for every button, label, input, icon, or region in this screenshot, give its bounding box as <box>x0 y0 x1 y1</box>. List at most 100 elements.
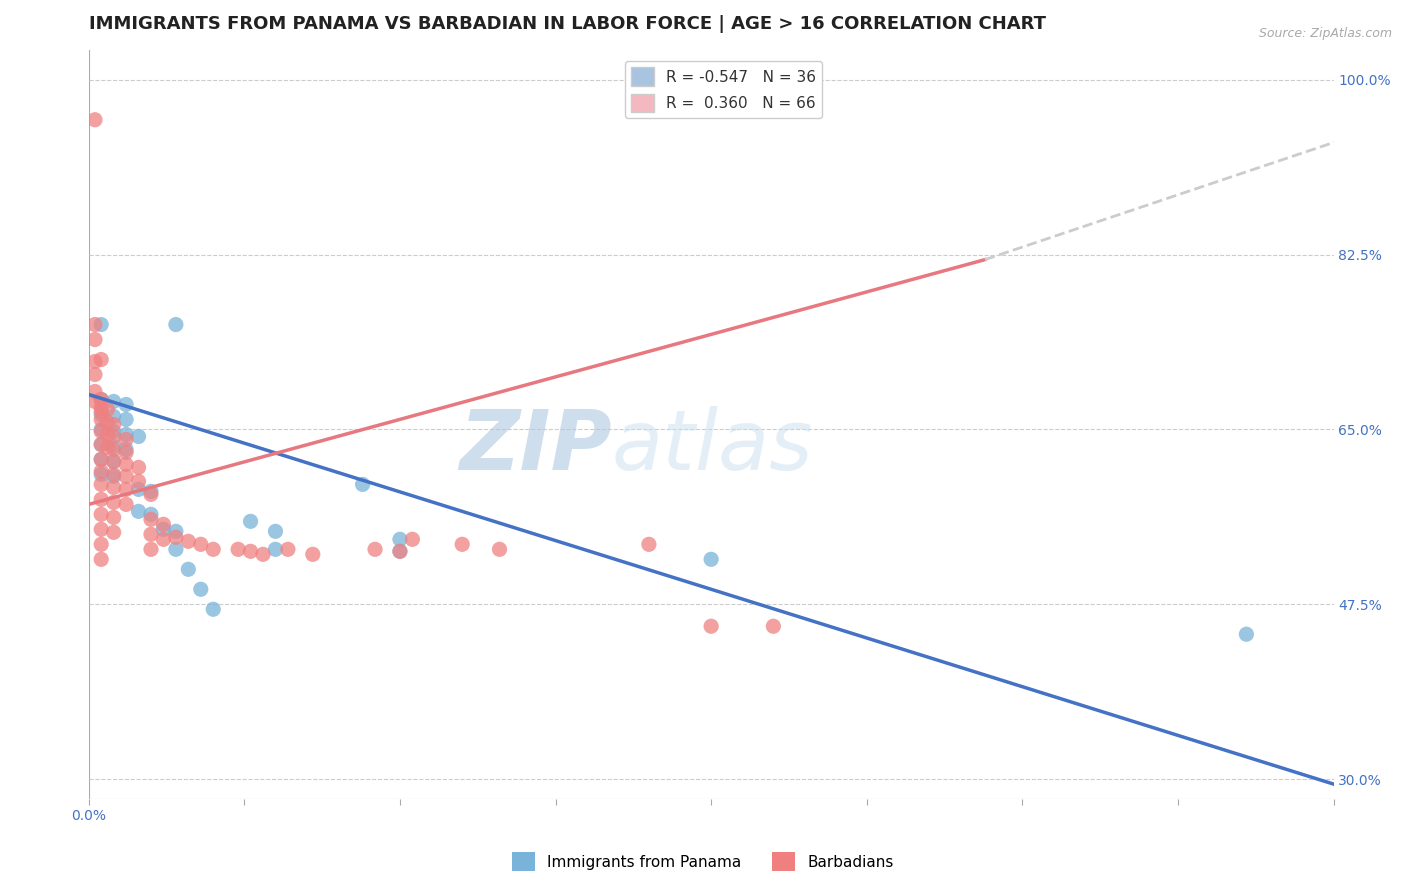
Point <box>301 547 323 561</box>
Point <box>177 562 200 576</box>
Point <box>84 394 107 409</box>
Point <box>115 397 138 411</box>
Point <box>115 497 138 511</box>
Point <box>115 483 138 497</box>
Point <box>128 429 150 443</box>
Point <box>115 433 138 447</box>
Point <box>115 469 138 483</box>
Point <box>115 412 138 426</box>
Point <box>388 544 411 558</box>
Point <box>139 484 162 499</box>
Point <box>401 533 423 547</box>
Point <box>152 517 174 532</box>
Point <box>139 508 162 522</box>
Point <box>84 112 107 127</box>
Text: atlas: atlas <box>612 407 813 487</box>
Point <box>638 537 661 551</box>
Point <box>115 458 138 472</box>
Point <box>277 542 299 557</box>
Point <box>84 384 107 399</box>
Point <box>103 409 125 424</box>
Point <box>152 533 174 547</box>
Point <box>103 425 125 439</box>
Point <box>700 619 723 633</box>
Point <box>239 514 262 528</box>
Point <box>190 537 212 551</box>
Point <box>139 487 162 501</box>
Point <box>90 492 112 507</box>
Point <box>128 475 150 489</box>
Point <box>139 542 162 557</box>
Point <box>90 318 112 332</box>
Point <box>103 467 125 482</box>
Point <box>165 530 187 544</box>
Point <box>103 495 125 509</box>
Point <box>202 542 225 557</box>
Point <box>103 417 125 432</box>
Point <box>128 483 150 497</box>
Point <box>364 542 387 557</box>
Point <box>90 437 112 451</box>
Point <box>96 441 118 455</box>
Point <box>115 442 138 457</box>
Point <box>103 429 125 443</box>
Point <box>165 318 187 332</box>
Point <box>115 445 138 459</box>
Point <box>90 522 112 536</box>
Point <box>90 537 112 551</box>
Point <box>165 524 187 539</box>
Point <box>96 402 118 417</box>
Point <box>90 452 112 467</box>
Point <box>90 422 112 436</box>
Point <box>388 544 411 558</box>
Point <box>84 368 107 382</box>
Point <box>103 480 125 494</box>
Point <box>239 544 262 558</box>
Point <box>252 547 274 561</box>
Point <box>451 537 474 551</box>
Text: IMMIGRANTS FROM PANAMA VS BARBADIAN IN LABOR FORCE | AGE > 16 CORRELATION CHART: IMMIGRANTS FROM PANAMA VS BARBADIAN IN L… <box>89 15 1046 33</box>
Point <box>90 477 112 491</box>
Point <box>103 439 125 453</box>
Point <box>115 427 138 442</box>
Point <box>103 510 125 524</box>
Point <box>90 392 112 407</box>
Point <box>103 469 125 483</box>
Point <box>352 477 374 491</box>
Point <box>90 452 112 467</box>
Point <box>103 394 125 409</box>
Text: ZIP: ZIP <box>458 407 612 487</box>
Point <box>128 504 150 518</box>
Point <box>103 454 125 468</box>
Point <box>488 542 510 557</box>
Point <box>264 542 287 557</box>
Point <box>139 512 162 526</box>
Point <box>190 582 212 597</box>
Point <box>90 352 112 367</box>
Point <box>90 412 112 426</box>
Point <box>90 392 112 407</box>
Point <box>103 454 125 468</box>
Point <box>90 408 112 422</box>
Point <box>90 508 112 522</box>
Point <box>128 460 150 475</box>
Point <box>90 467 112 482</box>
Point <box>90 437 112 451</box>
Point <box>700 552 723 566</box>
Point <box>1234 627 1257 641</box>
Point <box>90 552 112 566</box>
Point <box>388 533 411 547</box>
Point <box>90 464 112 478</box>
Legend: Immigrants from Panama, Barbadians: Immigrants from Panama, Barbadians <box>506 847 900 877</box>
Point <box>139 527 162 541</box>
Point <box>202 602 225 616</box>
Point <box>84 333 107 347</box>
Point <box>165 542 187 557</box>
Point <box>90 404 112 418</box>
Point <box>226 542 249 557</box>
Point <box>84 354 107 368</box>
Point <box>152 522 174 536</box>
Legend: R = -0.547   N = 36, R =  0.360   N = 66: R = -0.547 N = 36, R = 0.360 N = 66 <box>624 62 823 119</box>
Point <box>264 524 287 539</box>
Point <box>96 416 118 430</box>
